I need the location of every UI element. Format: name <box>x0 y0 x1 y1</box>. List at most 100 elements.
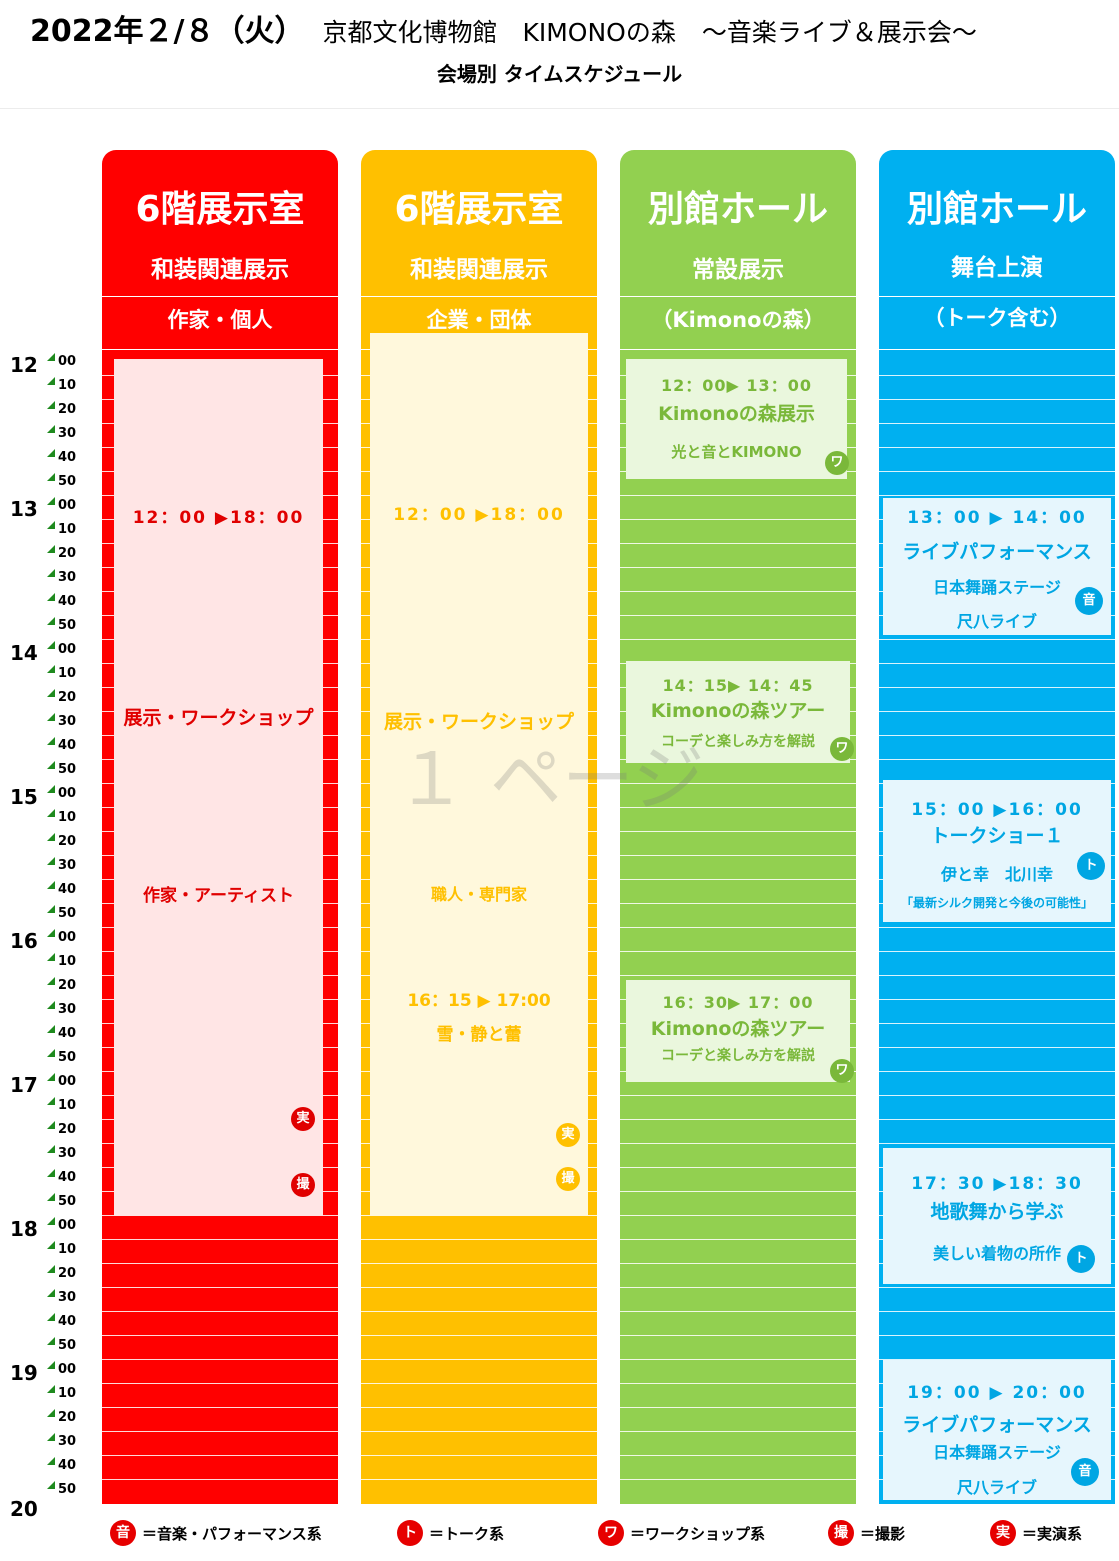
grid-line <box>879 927 1115 928</box>
talk-legend-icon: ト <box>397 1520 423 1546</box>
event-name: ～音楽ライブ＆展示会～ <box>701 18 977 47</box>
minute-label: 00 <box>58 786 77 801</box>
grid-line <box>620 591 856 592</box>
music-badge-icon: 音 <box>1075 587 1103 615</box>
minute-tick <box>47 1073 55 1081</box>
header-divider <box>0 108 1119 109</box>
event-detail: 美しい着物の所作 <box>932 1244 1061 1263</box>
event-block[interactable]: 17：30 ▶18：30 地歌舞から学ぶ 美しい着物の所作 ト <box>883 1148 1111 1284</box>
event-block[interactable]: 15：00 ▶16：00 トークショー１ 伊と幸 北川幸 「最新シルク開発と今後… <box>883 780 1111 922</box>
minute-label: 40 <box>58 450 77 465</box>
event-block[interactable]: 16：30▶ 17：00 Kimonoの森ツアー コーデと楽しみ方を解説 ワ <box>626 980 854 1083</box>
event-time: 15：00 ▶16：00 <box>911 800 1083 820</box>
grid-line <box>879 1143 1115 1144</box>
grid-line <box>620 543 856 544</box>
grid-line <box>879 663 1115 664</box>
legend-label: ＝撮影 <box>860 1524 906 1543</box>
minute-tick <box>47 665 55 673</box>
grid-line <box>879 1023 1115 1024</box>
divider <box>879 349 1115 350</box>
divider <box>879 296 1115 297</box>
grid-line <box>879 735 1115 736</box>
minute-label: 40 <box>58 1458 77 1473</box>
minute-label: 50 <box>58 474 77 489</box>
minute-label: 10 <box>58 522 77 537</box>
grid-line <box>102 1455 338 1456</box>
grid-line <box>620 1263 856 1264</box>
event-block[interactable]: 12：00 ▶18：00 展示・ワークショップ 作家・アーティスト 実 撮 <box>114 359 323 1216</box>
minute-label: 40 <box>58 1314 77 1329</box>
subcategory-label: 企業・団体 <box>426 308 532 332</box>
grid-line <box>879 1047 1115 1048</box>
category-label: 舞台上演 <box>951 255 1043 281</box>
grid-line <box>102 1407 338 1408</box>
minute-tick <box>47 1193 55 1201</box>
minute-label: 50 <box>58 1194 77 1209</box>
event-time: 13：00 ▶ 14：00 <box>907 508 1087 528</box>
grid-line <box>361 1383 597 1384</box>
minute-tick <box>47 809 55 817</box>
grid-line <box>620 831 856 832</box>
legend-label: ＝トーク系 <box>429 1524 505 1543</box>
grid-line <box>102 1335 338 1336</box>
grid-line <box>102 1431 338 1432</box>
category-label: 和装関連展示 <box>151 257 289 283</box>
grid-line <box>361 1287 597 1288</box>
event-block[interactable]: 13：00 ▶ 14：00 ライブパフォーマンス 日本舞踊ステージ 尺八ライブ … <box>883 498 1111 635</box>
minute-label: 30 <box>58 426 77 441</box>
minute-tick <box>47 1169 55 1177</box>
grid-line <box>879 1119 1115 1120</box>
grid-line <box>879 999 1115 1000</box>
column-b: B 6階展示室 和装関連展示 企業・団体 12：00 ▶18：00 展示・ワーク… <box>361 150 597 1504</box>
grid-line <box>620 1143 856 1144</box>
hour-label: 14 <box>10 641 38 665</box>
page-watermark: １ ページ <box>395 737 705 821</box>
event-detail: 伊と幸 北川幸 <box>940 865 1053 884</box>
grid-line <box>620 903 856 904</box>
minute-tick <box>47 641 55 649</box>
room-name: 6階展示室 <box>394 189 564 230</box>
event-block[interactable]: 19：00 ▶ 20：00 ライブパフォーマンス 日本舞踊ステージ 尺八ライブ … <box>883 1360 1111 1500</box>
minute-label: 40 <box>58 738 77 753</box>
legend-label: ＝ワークショップ系 <box>630 1524 766 1543</box>
event-date: 2022年２/８（火） <box>30 14 305 49</box>
grid-line <box>879 1287 1115 1288</box>
minute-label: 00 <box>58 642 77 657</box>
grid-line <box>361 1479 597 1480</box>
minute-label: 00 <box>58 498 77 513</box>
grid-line <box>361 1431 597 1432</box>
minute-tick <box>47 1457 55 1465</box>
grid-line <box>361 1311 597 1312</box>
event-detail: 日本舞踊ステージ <box>933 1443 1061 1462</box>
minute-tick <box>47 1241 55 1249</box>
minute-tick <box>47 953 55 961</box>
event-time: 12：00▶ 13：00 <box>661 376 812 395</box>
event-title: ライブパフォーマンス <box>902 1414 1092 1436</box>
column-a: A 6階展示室 和装関連展示 作家・個人 12：00 ▶18：00 展示・ワーク… <box>102 150 338 1504</box>
minute-tick <box>47 1025 55 1033</box>
event-block[interactable]: 12：00 ▶18：00 展示・ワークショップ 職人・専門家 16：15 ▶ 1… <box>370 333 588 1216</box>
photo-legend-icon: 撮 <box>828 1520 854 1546</box>
grid-line <box>879 375 1115 376</box>
minute-tick <box>47 617 55 625</box>
event-detail-2: 雪・静と蕾 <box>436 1025 522 1045</box>
minute-tick <box>47 1433 55 1441</box>
minute-label: 10 <box>58 378 77 393</box>
minute-tick <box>47 785 55 793</box>
minute-label: 20 <box>58 978 77 993</box>
room-name: 別館ホール <box>906 189 1087 230</box>
grid-line <box>879 951 1115 952</box>
grid-line <box>620 1167 856 1168</box>
grid-line <box>879 975 1115 976</box>
grid-line <box>620 1479 856 1480</box>
grid-line <box>620 639 856 640</box>
minute-label: 00 <box>58 354 77 369</box>
minute-tick <box>47 1001 55 1009</box>
grid-line <box>879 1095 1115 1096</box>
grid-line <box>879 495 1115 496</box>
event-block[interactable]: 12：00▶ 13：00 Kimonoの森展示 光と音とKIMONO ワ <box>626 359 849 479</box>
minute-label: 00 <box>58 1074 77 1089</box>
minute-tick <box>47 713 55 721</box>
event-block[interactable]: 14：15▶ 14：45 Kimonoの森ツアー コーデと楽しみ方を解説 ワ <box>626 661 854 763</box>
minute-label: 00 <box>58 1362 77 1377</box>
